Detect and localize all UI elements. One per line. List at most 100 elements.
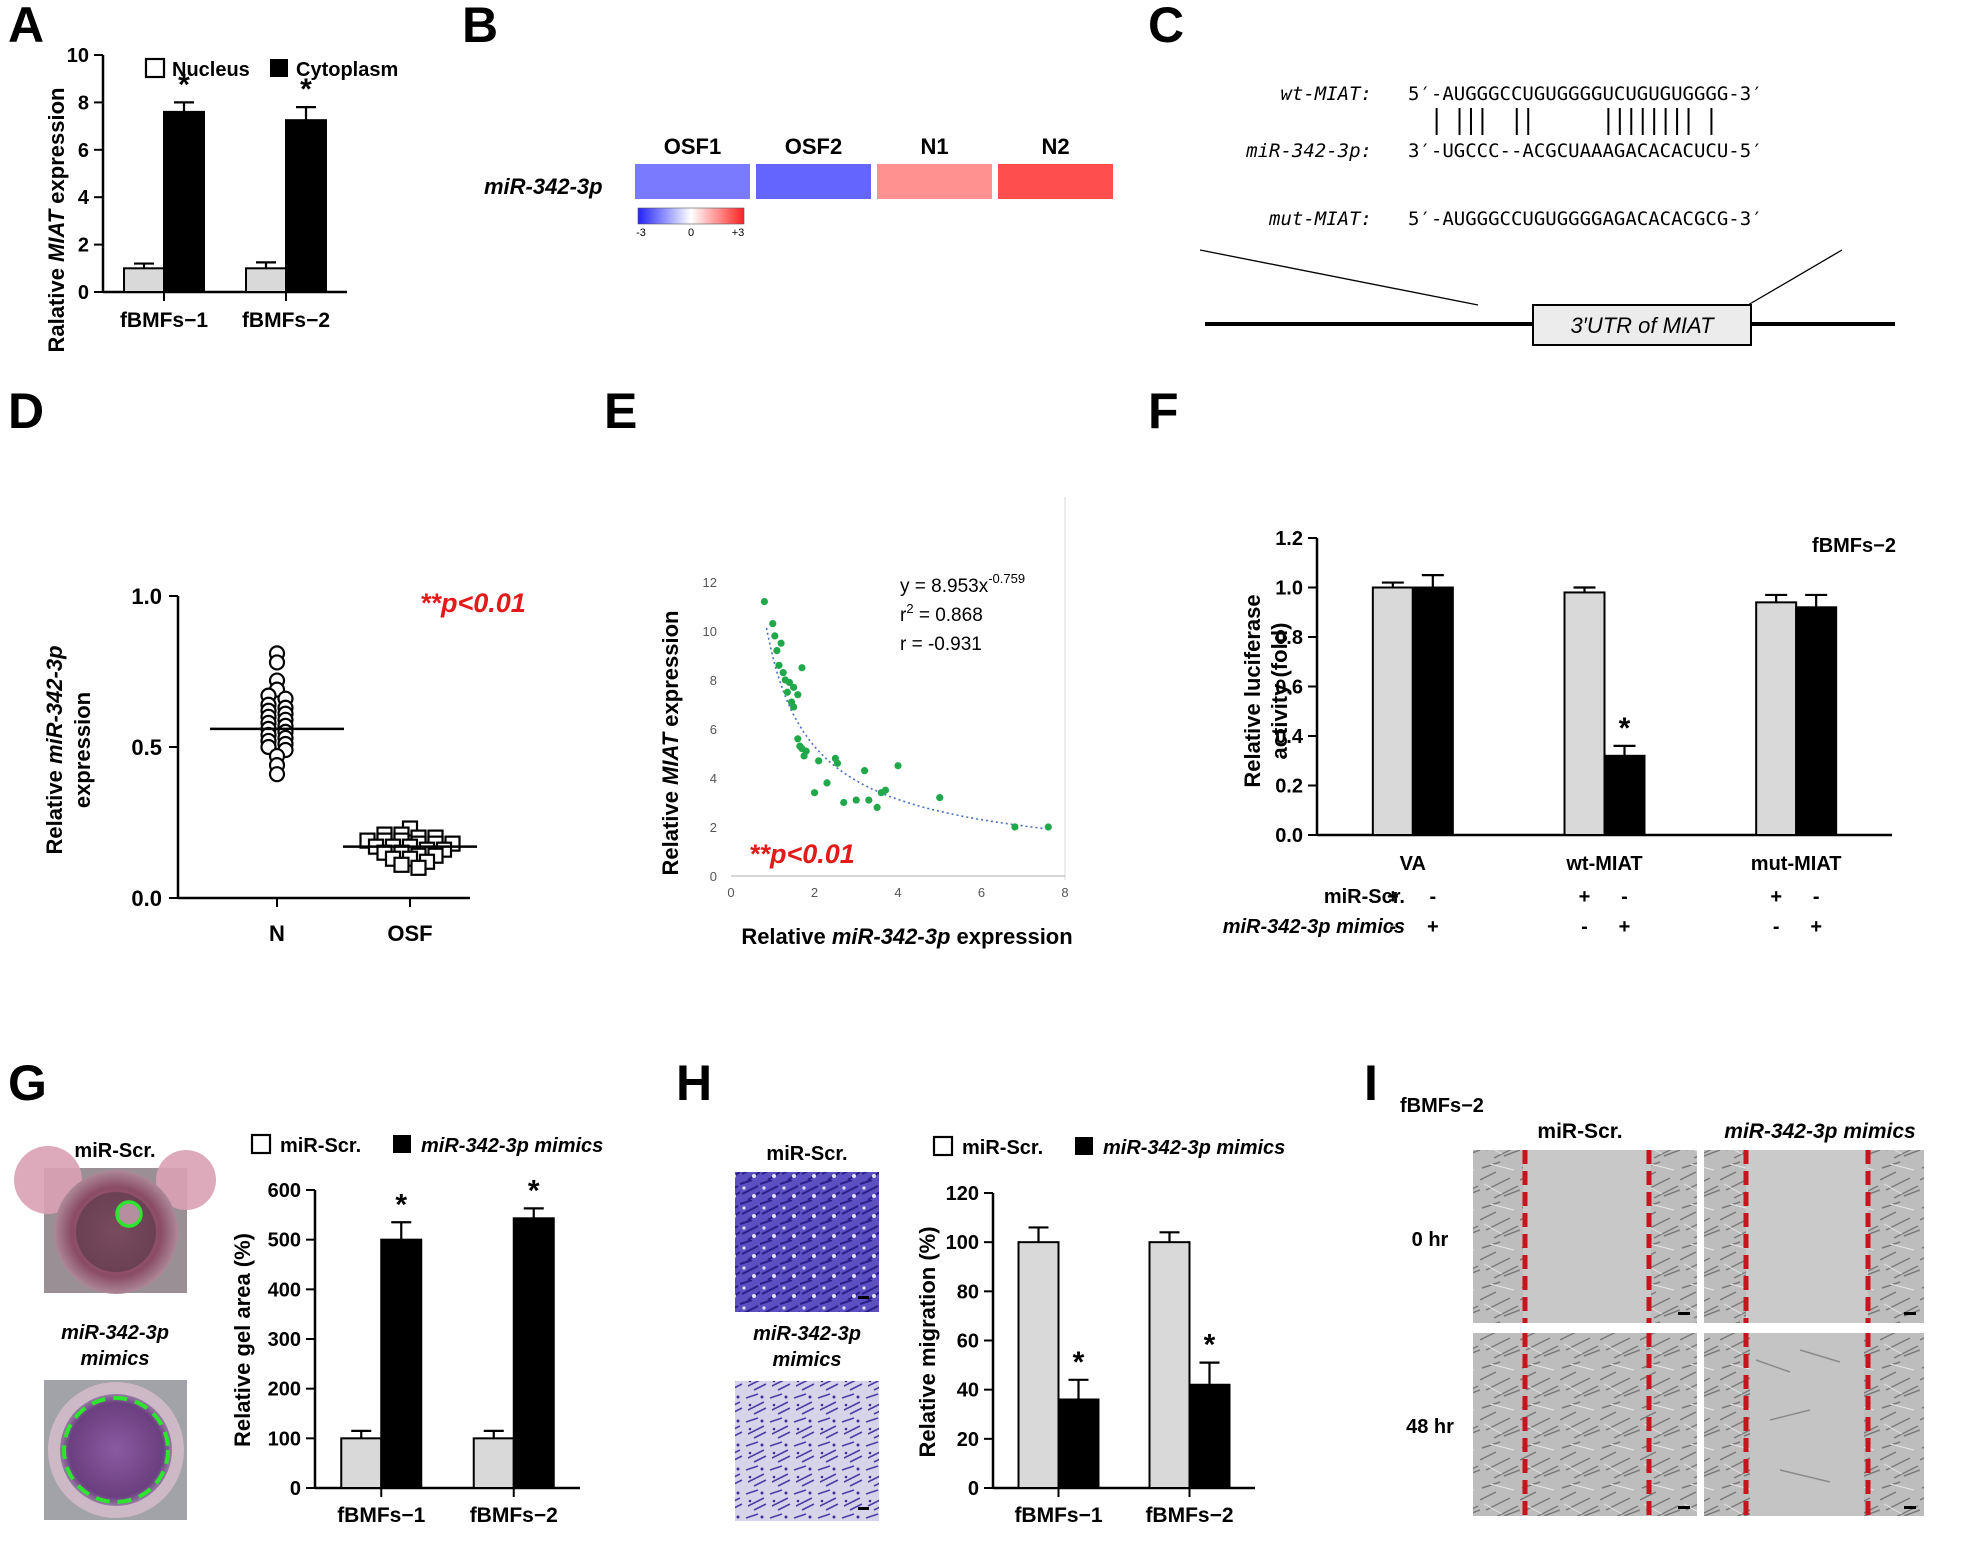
wound-image-cells-left — [1704, 1333, 1750, 1516]
gel-image-scr-well-center — [76, 1192, 156, 1272]
seq-wt: 5′-AUGGGCCUGUGGGGUCUGUGUGGGG-3′ — [1408, 83, 1763, 105]
significance-star: * — [300, 73, 312, 106]
data-point — [268, 766, 286, 783]
y-tick-label: 10 — [67, 45, 89, 67]
transwell-image-mimics — [735, 1381, 879, 1521]
x-tick-label: fBMFs−2 — [1145, 1504, 1233, 1527]
y-tick-label: 0.6 — [1275, 677, 1303, 699]
panel-d-y-axis-label-line1: Relative miR-342-3p — [42, 645, 67, 854]
panel-b-scale-tick-max: +3 — [732, 227, 745, 239]
panel-i-wound-healing: fBMFs−2 miR-Scr. miR-342-3p mimics 0 hr … — [1400, 1095, 1924, 1516]
y-tick-label: 20 — [957, 1429, 979, 1451]
data-point — [798, 664, 806, 672]
scale-bar — [1904, 1506, 1916, 1509]
seq-label-wt: wt-MIAT: — [1280, 83, 1372, 105]
wound-image-cells-right — [1651, 1150, 1697, 1323]
y-tick-label: 10 — [703, 624, 717, 639]
data-point — [771, 632, 779, 640]
panel-e-equation-line3: r = -0.931 — [900, 634, 982, 655]
panel-h-legend: miR-Scr. miR-342-3p mimics — [932, 1135, 1285, 1159]
panel-h-image2-label-line2: mimics — [773, 1349, 842, 1371]
x-tick-label: 6 — [978, 885, 985, 900]
data-point — [1011, 823, 1019, 831]
utr-box — [1532, 304, 1752, 346]
data-point — [833, 759, 842, 767]
x-tick-label: fBMFs−2 — [470, 1504, 558, 1527]
y-tick-label: 8 — [78, 92, 89, 114]
panel-a-y-axis-label: Ralative MIAT expression — [44, 88, 69, 353]
data-point — [773, 647, 781, 655]
wound-image-cells-right — [1864, 1333, 1924, 1516]
y-tick-label: 0.2 — [1275, 776, 1303, 798]
gel-outline-large — [62, 1396, 170, 1504]
panel-b-scale-tick-min: -3 — [636, 227, 646, 239]
panel-h-image2-label-line1: miR-342-3p — [753, 1323, 861, 1345]
sign-row2: - — [1389, 916, 1396, 938]
bar — [380, 1238, 423, 1489]
panel-g: miR-Scr. miR-342-3p mimics miR-Scr. miR-… — [14, 1133, 603, 1527]
bar — [512, 1217, 555, 1490]
data-point — [775, 661, 783, 669]
panel-h-y-axis-label: Relative migration (%) — [915, 1226, 940, 1457]
y-tick-label: 80 — [957, 1281, 979, 1303]
y-tick-label: 4 — [78, 187, 90, 209]
heatmap-column-label: N1 — [920, 134, 948, 159]
y-tick-label: 200 — [268, 1379, 301, 1401]
bar — [1563, 591, 1606, 837]
data-point — [783, 688, 791, 696]
y-tick-label: 8 — [710, 673, 717, 688]
wound-image-mimics-48hr — [1704, 1333, 1924, 1516]
y-tick-label: 4 — [710, 771, 717, 786]
panel-f-cell-line: fBMFs−2 — [1812, 535, 1896, 557]
data-point — [779, 669, 787, 677]
x-tick-label: 4 — [894, 885, 901, 900]
y-tick-label: 400 — [268, 1279, 301, 1301]
x-tick-label: fBMFs−1 — [1014, 1504, 1102, 1527]
y-tick-label: 40 — [957, 1380, 979, 1402]
zoom-line-right — [1747, 249, 1843, 306]
data-point — [760, 598, 769, 606]
data-point — [393, 856, 410, 873]
gel-image-mimics-well — [60, 1394, 172, 1506]
migrated-cells — [1755, 1349, 1841, 1483]
wound-image-mimics-0hr — [1704, 1150, 1924, 1323]
y-tick-label: 1.0 — [1275, 578, 1303, 600]
y-tick-label: 0.0 — [131, 886, 162, 911]
y-tick-label: 0.8 — [1275, 627, 1303, 649]
transwell-image-scr — [735, 1172, 879, 1312]
sign-row2: - — [1773, 916, 1780, 938]
data-point — [268, 654, 286, 671]
y-tick-label: 120 — [946, 1183, 979, 1205]
legend-label-scr: miR-Scr. — [962, 1137, 1043, 1159]
panel-f-bar-chart: Relative luciferase activity (fold) fBMF… — [1223, 528, 1896, 938]
y-tick-label: 60 — [957, 1331, 979, 1353]
bar — [245, 267, 287, 293]
panel-g-image2-label-line2: mimics — [81, 1348, 150, 1370]
bar — [1057, 1398, 1100, 1489]
panel-e-equation: y = 8.953x-0.759 r2 = 0.868 r = -0.931 — [900, 571, 1025, 655]
panel-a-legend: Nucleus Cytoplasm — [144, 57, 398, 81]
legend-swatch-nucleus — [144, 57, 166, 79]
data-point — [794, 735, 802, 743]
heatmap-column-label: OSF1 — [664, 134, 721, 159]
panel-g-image2-label-line1: miR-342-3p — [61, 1322, 169, 1344]
seq-label-mir: miR-342-3p: — [1245, 140, 1372, 162]
y-tick-label: 12 — [703, 575, 717, 590]
legend-swatch-scr — [932, 1135, 954, 1157]
panel-g-image1-label: miR-Scr. — [74, 1140, 155, 1162]
panel-b-heatmap: miR-342-3p OSF1 OSF2 N1 N2 -3 0 +3 — [484, 134, 1113, 239]
significance-star: * — [395, 1188, 407, 1221]
wound-image-scr-48hr — [1473, 1333, 1697, 1516]
seq-mir: 3′-UGCCC--ACGCUAAAGACACACUCU-5′ — [1408, 140, 1763, 162]
data-point — [410, 859, 427, 876]
panel-d-y-axis-label-line2: expression — [70, 692, 95, 808]
y-tick-label: 1.2 — [1275, 528, 1303, 550]
legend-swatch-scr — [250, 1133, 272, 1155]
panel-e-equation-line1: y = 8.953x-0.759 — [900, 571, 1025, 597]
legend-label-cytoplasm: Cytoplasm — [296, 59, 398, 81]
panel-b-scale-tick-mid: 0 — [688, 227, 694, 239]
legend-swatch-mimics — [393, 1135, 411, 1153]
data-point — [794, 691, 802, 699]
panel-h: miR-Scr. miR-342-3p mimics miR-Scr. miR-… — [735, 1135, 1285, 1527]
